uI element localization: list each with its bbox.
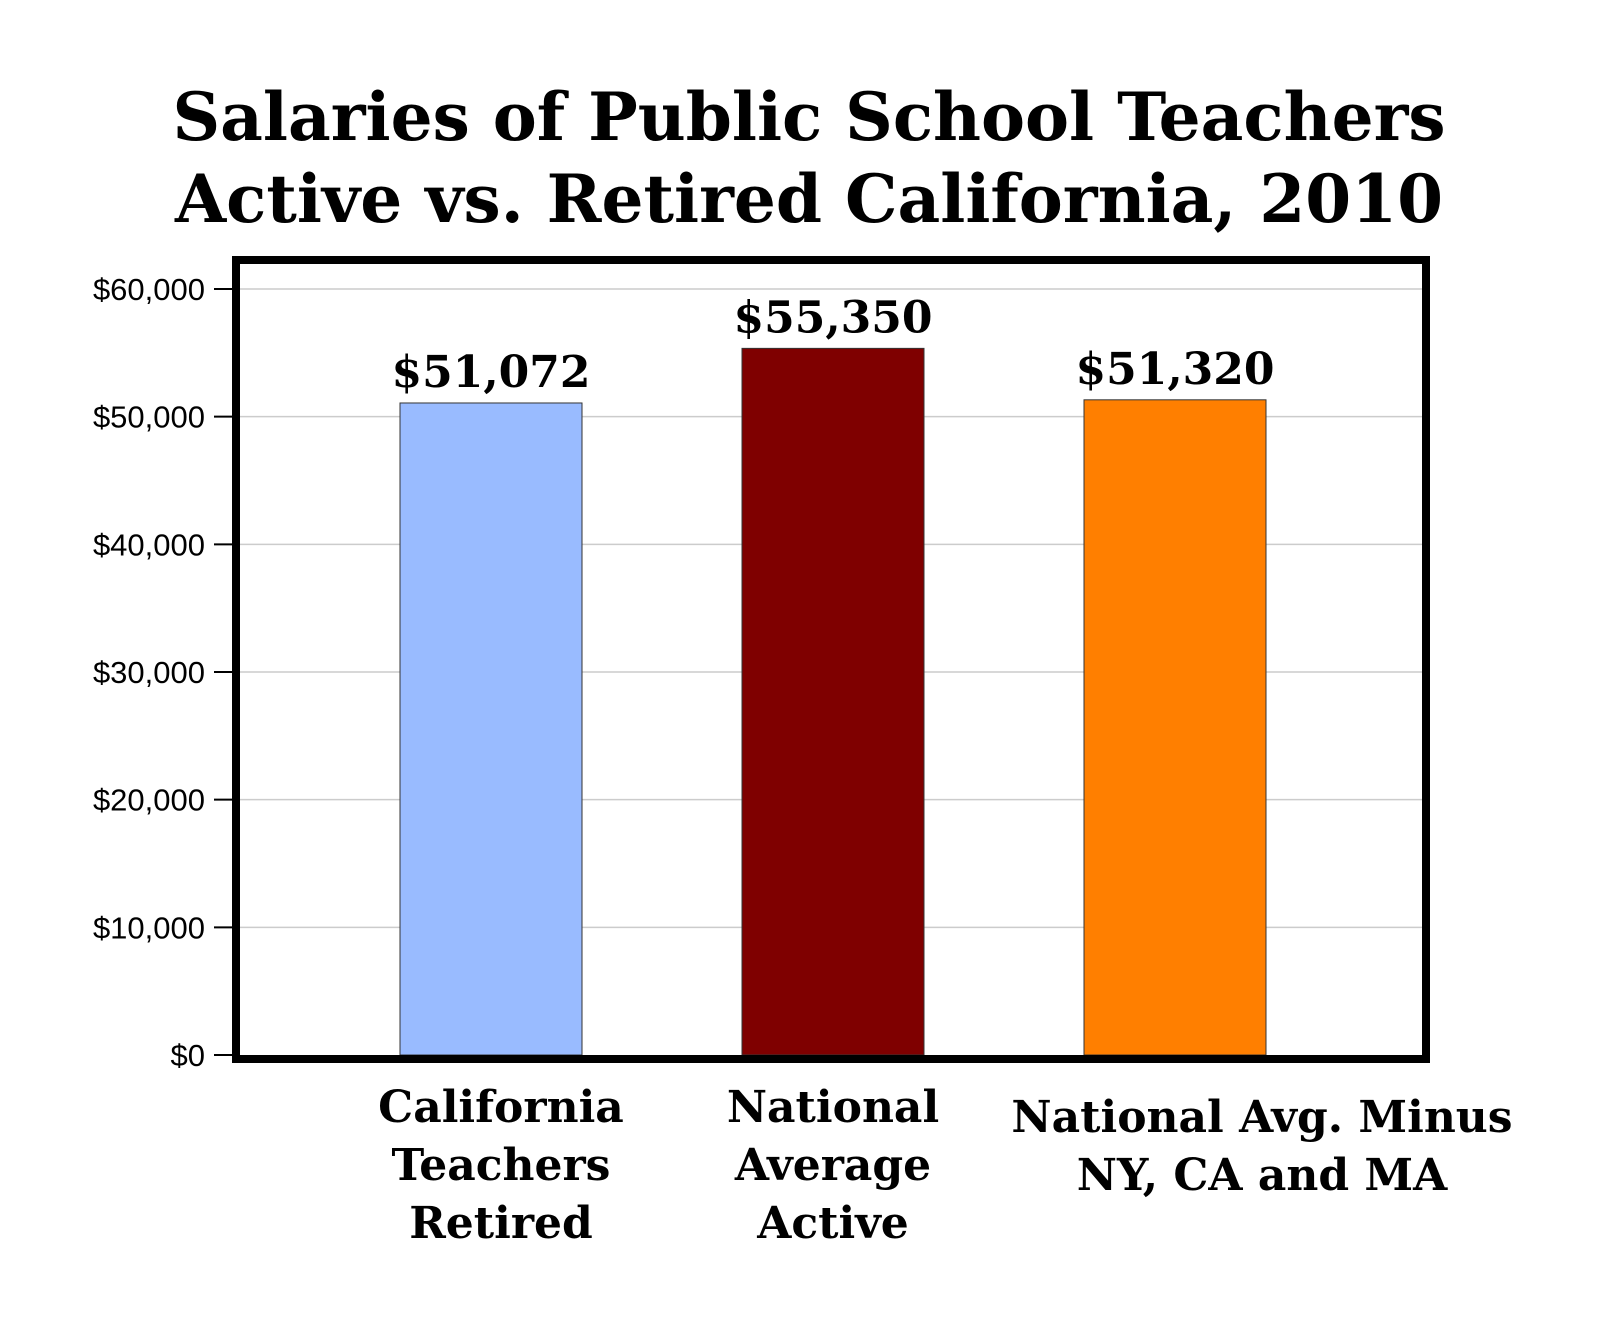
value-label-1: $55,350 bbox=[733, 292, 932, 343]
category-label-0-line-0: California bbox=[378, 1082, 624, 1133]
category-label-1-line-1: Average bbox=[734, 1140, 931, 1191]
y-axis: $0 $10,000 $20,000 $30,000 $40,000 $50,000 $60… bbox=[93, 272, 232, 1073]
y-tick-label-2: $20,000 bbox=[93, 783, 205, 818]
y-tick-label-5: $50,000 bbox=[93, 400, 205, 435]
y-tick-label-6: $60,000 bbox=[93, 272, 205, 307]
chart-title: Salaries of Public School Teachers Activ… bbox=[172, 78, 1445, 238]
bar-1 bbox=[741, 347, 925, 1056]
y-tick-label-3: $30,000 bbox=[93, 655, 205, 690]
value-labels: $51,072 $55,350 $51,320 bbox=[391, 292, 1274, 398]
chart-title-line-2: Active vs. Retired California, 2010 bbox=[174, 160, 1443, 238]
y-tick-label-0: $0 bbox=[171, 1038, 205, 1073]
value-label-0: $51,072 bbox=[391, 347, 590, 398]
plot-frame bbox=[232, 256, 1430, 1063]
category-label-2-line-1: NY, CA and MA bbox=[1077, 1150, 1448, 1201]
y-tick-label-4: $40,000 bbox=[93, 527, 205, 562]
category-label-1-line-2: Active bbox=[756, 1198, 909, 1249]
value-label-2: $51,320 bbox=[1075, 344, 1274, 395]
category-label-2-line-0: National Avg. Minus bbox=[1011, 1092, 1512, 1143]
y-tick-label-1: $10,000 bbox=[93, 910, 205, 945]
bars bbox=[399, 347, 1267, 1056]
bar-2 bbox=[1083, 399, 1267, 1056]
chart-title-line-1: Salaries of Public School Teachers bbox=[172, 78, 1445, 156]
bar-0 bbox=[399, 402, 583, 1056]
category-label-0-line-2: Retired bbox=[409, 1198, 593, 1249]
category-label-0-line-1: Teachers bbox=[392, 1140, 611, 1191]
category-label-1-line-0: National bbox=[727, 1082, 939, 1133]
category-labels: California Teachers Retired National Average… bbox=[378, 1082, 1512, 1249]
